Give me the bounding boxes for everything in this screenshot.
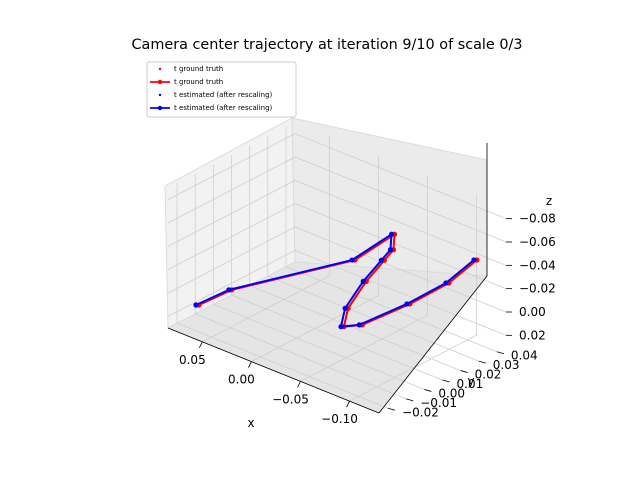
legend-label: t estimated (after rescaling) — [174, 104, 273, 112]
y-tick-label: 0.00 — [438, 386, 465, 400]
z-tick-label: −0.04 — [519, 258, 556, 272]
z-axis-label: z — [546, 194, 552, 208]
legend-item: t estimated (after rescaling) — [150, 104, 273, 112]
legend-marker — [157, 105, 163, 111]
x-grid-line — [349, 195, 477, 402]
x-tick — [198, 341, 203, 349]
z-grid-line — [167, 203, 507, 290]
x-grid-line — [251, 155, 379, 362]
x-tick-label: 0.05 — [179, 353, 206, 367]
data-point — [378, 257, 384, 263]
y-grid-line — [267, 136, 479, 362]
y-tick-label: −0.02 — [402, 405, 439, 419]
axis-panes — [164, 117, 488, 414]
y-grid-line — [212, 164, 425, 390]
z-grid-line — [167, 226, 507, 313]
data-point — [226, 287, 232, 293]
legend-label: t estimated (after rescaling) — [174, 91, 273, 99]
y-axis-label: y — [467, 374, 474, 388]
y-axis-line — [378, 275, 488, 414]
x-tick-label: −0.10 — [321, 412, 358, 426]
legend-item: t estimated (after rescaling) — [158, 91, 273, 99]
x-axis-label: x — [247, 416, 254, 430]
legend-marker — [158, 93, 162, 97]
z-grid-line — [167, 133, 507, 220]
y-tick — [387, 407, 396, 411]
z-grid-line — [167, 156, 507, 243]
y-tick-label: 0.02 — [475, 368, 502, 382]
y-grid-line — [194, 173, 407, 400]
data-point — [349, 257, 355, 263]
legend-marker — [157, 79, 163, 85]
x-axis-line — [167, 327, 380, 414]
legend-marker — [158, 67, 162, 71]
legend-box — [146, 61, 297, 118]
x-tick — [297, 381, 301, 388]
z-grid-line — [167, 249, 507, 336]
data-point — [356, 322, 362, 328]
y-grid-line — [285, 126, 498, 353]
legend-label: t ground truth — [174, 65, 223, 73]
data-point — [342, 305, 348, 311]
x-tick — [346, 400, 350, 408]
x-tick-label: −0.05 — [272, 392, 309, 406]
x-tick-label: 0.00 — [228, 373, 255, 387]
z-tick-label: −0.08 — [519, 212, 556, 226]
y-tick-label: −0.01 — [420, 396, 457, 410]
z-tick-label: 0.00 — [519, 305, 546, 319]
x-tick — [248, 361, 252, 368]
y-tick — [460, 370, 468, 373]
x-grid-line — [300, 175, 428, 382]
z-tick-label: −0.02 — [519, 282, 556, 296]
y-grid-line — [176, 183, 389, 409]
y-tick — [406, 398, 414, 402]
axis-spines — [167, 143, 488, 414]
y-tick — [442, 379, 450, 383]
data-point — [193, 302, 199, 308]
y-tick — [496, 351, 505, 355]
data-point — [388, 231, 395, 237]
data-point — [360, 278, 366, 284]
y-tick-label: 0.03 — [493, 358, 520, 372]
z-grid-line — [167, 179, 507, 266]
y-tick — [478, 360, 486, 364]
legend-label: t ground truth — [174, 78, 223, 86]
legend: t ground truth t ground truth t estimate… — [146, 61, 297, 118]
y-tick-label: 0.01 — [457, 377, 484, 391]
x-grid-line — [202, 135, 330, 343]
series-layer — [193, 231, 480, 330]
grid-lines — [167, 126, 507, 409]
data-point — [471, 257, 477, 263]
axis-ticks: 0.050.00−0.05−0.10 −0.02−0.010.000.010.02… — [179, 212, 556, 426]
legend-item: t ground truth — [150, 78, 223, 86]
y-tick-label: 0.04 — [511, 349, 538, 363]
z-tick-label: 0.02 — [519, 328, 546, 342]
data-point — [404, 301, 410, 307]
data-point — [338, 324, 344, 330]
z-tick-label: −0.06 — [519, 235, 556, 249]
legend-item: t ground truth — [158, 65, 223, 73]
chart-title: Camera center trajectory at iteration 9/… — [131, 37, 522, 53]
series-estimated — [193, 231, 477, 330]
data-point — [443, 280, 449, 286]
y-grid-line — [231, 155, 443, 381]
data-point — [387, 247, 394, 253]
y-tick — [424, 389, 432, 392]
